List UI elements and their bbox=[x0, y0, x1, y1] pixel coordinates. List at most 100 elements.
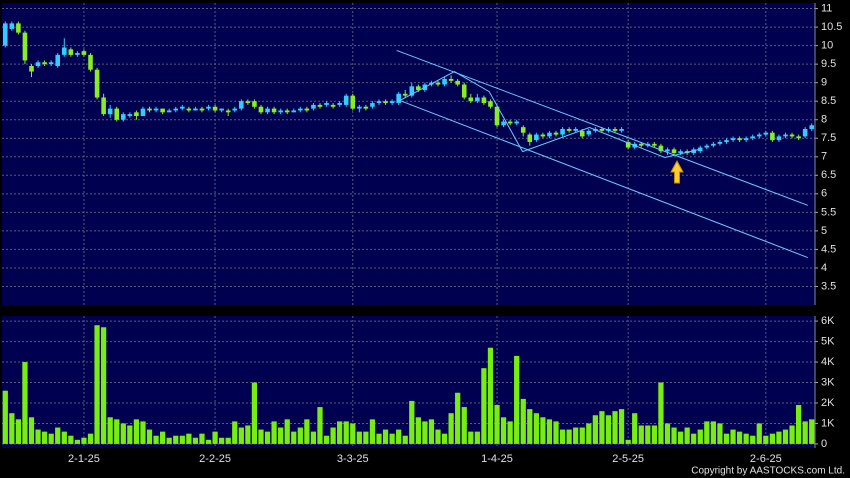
trend-line bbox=[396, 49, 808, 206]
volume-bar bbox=[658, 382, 664, 444]
volume-bar bbox=[133, 419, 140, 444]
volume-bar bbox=[586, 423, 592, 444]
volume-bar bbox=[232, 421, 238, 444]
volume-bar bbox=[461, 407, 467, 444]
candle-body bbox=[730, 138, 736, 141]
volume-bar bbox=[546, 419, 553, 444]
volume-bar bbox=[697, 429, 703, 444]
volume-bar bbox=[199, 433, 205, 444]
volume-bar bbox=[61, 431, 67, 444]
candle-body bbox=[134, 112, 139, 117]
volume-bar bbox=[691, 433, 697, 444]
candle-body bbox=[330, 104, 336, 107]
volume-bar bbox=[651, 425, 657, 444]
candle-body bbox=[652, 143, 657, 146]
volume-bar bbox=[704, 421, 710, 444]
x-tick-label: 3-3-25 bbox=[337, 453, 369, 465]
volume-bar bbox=[769, 433, 776, 444]
volume-bar bbox=[474, 431, 480, 444]
volume-bar bbox=[638, 425, 644, 444]
volume-bar bbox=[592, 415, 598, 444]
volume-bar bbox=[579, 427, 585, 444]
volume-bar bbox=[153, 435, 159, 444]
volume-bar bbox=[468, 431, 474, 444]
volume-bar bbox=[22, 362, 28, 444]
volume-bar bbox=[487, 347, 494, 444]
candle-body bbox=[717, 141, 723, 144]
y-tick-label: 6K bbox=[821, 315, 835, 327]
volume-bar bbox=[264, 431, 271, 444]
volume-bar bbox=[507, 421, 513, 444]
volume-bar bbox=[632, 413, 638, 444]
candle-body bbox=[311, 104, 316, 109]
candle-body bbox=[776, 136, 782, 141]
volume-bar bbox=[297, 427, 303, 444]
y-tick-label: 8 bbox=[821, 114, 827, 126]
candle-body bbox=[389, 101, 395, 104]
volume-bar bbox=[68, 435, 74, 444]
y-tick-label: 3K bbox=[821, 376, 835, 388]
volume-bar bbox=[782, 429, 789, 444]
candle-body bbox=[455, 80, 460, 85]
volume-bar bbox=[225, 437, 231, 444]
volume-bar bbox=[284, 419, 290, 444]
x-tick-label: 2-1-25 bbox=[68, 453, 100, 465]
volume-bar bbox=[160, 431, 166, 444]
candle-body bbox=[199, 108, 205, 111]
volume-bar bbox=[422, 421, 428, 444]
volume-bar bbox=[337, 421, 343, 444]
volume-bar bbox=[573, 427, 579, 444]
volume-bar bbox=[559, 429, 566, 444]
candle-body bbox=[409, 86, 415, 96]
y-tick-label: 8.5 bbox=[821, 95, 836, 107]
candle-body bbox=[232, 108, 238, 111]
candle-body bbox=[402, 93, 408, 96]
volume-bar bbox=[87, 433, 94, 444]
volume-bar bbox=[258, 429, 264, 444]
volume-bar bbox=[114, 419, 120, 444]
volume-bar bbox=[736, 431, 743, 444]
volume-bar bbox=[402, 435, 408, 444]
trend-line bbox=[396, 98, 808, 259]
volume-bar bbox=[514, 355, 520, 444]
candle-body bbox=[363, 106, 369, 109]
candle-body bbox=[704, 145, 710, 148]
volume-bar bbox=[74, 439, 81, 444]
candle-body bbox=[461, 84, 467, 98]
candle-body bbox=[81, 51, 87, 55]
candle-body bbox=[173, 108, 179, 111]
candle-body bbox=[750, 136, 756, 139]
candle-body bbox=[475, 97, 480, 102]
candle-body bbox=[658, 145, 664, 152]
candle-body bbox=[527, 134, 533, 142]
candle-body bbox=[770, 132, 775, 141]
candle-body bbox=[160, 108, 165, 113]
candle-body bbox=[547, 132, 552, 137]
volume-bar bbox=[809, 419, 815, 444]
y-tick-label: 10 bbox=[821, 40, 833, 52]
candle-body bbox=[756, 134, 762, 137]
volume-bar bbox=[553, 421, 559, 444]
candle-body bbox=[665, 149, 670, 152]
candle-body bbox=[573, 128, 578, 131]
volume-bar bbox=[684, 427, 690, 444]
volume-bar bbox=[389, 433, 395, 444]
candle-body bbox=[186, 108, 192, 111]
candle-body bbox=[678, 151, 683, 154]
candle-body bbox=[16, 23, 21, 33]
candle-body bbox=[114, 108, 120, 120]
candle-body bbox=[553, 132, 559, 135]
candle-body bbox=[9, 23, 15, 29]
candle-body bbox=[245, 101, 251, 104]
candle-body bbox=[809, 125, 815, 129]
volume-bar bbox=[166, 437, 172, 444]
y-tick-label: 4K bbox=[821, 356, 835, 368]
volume-bar bbox=[645, 425, 651, 444]
y-tick-label: 0 bbox=[821, 438, 827, 450]
candle-body bbox=[501, 121, 506, 126]
candle-body bbox=[488, 101, 493, 107]
candle-body bbox=[796, 136, 801, 139]
volume-bar bbox=[245, 425, 251, 444]
candle-body bbox=[612, 128, 618, 131]
